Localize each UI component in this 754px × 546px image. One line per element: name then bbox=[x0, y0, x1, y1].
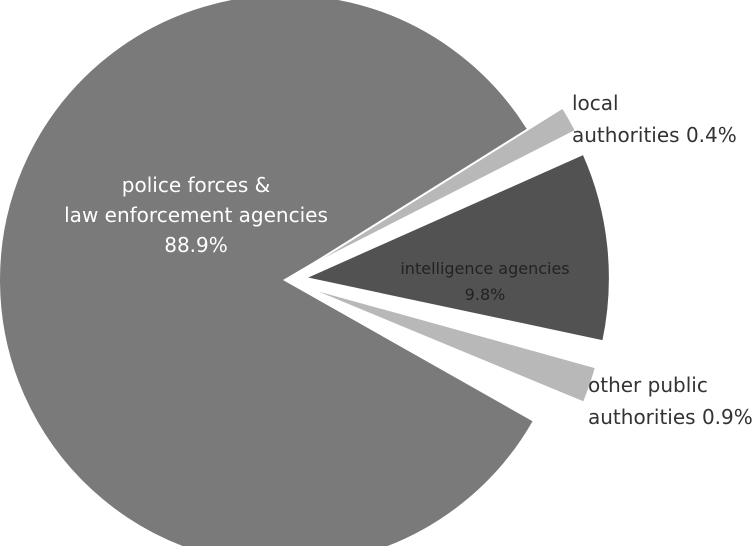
slice-label-line: police forces & bbox=[122, 173, 270, 197]
slice-label-line: authorities 0.4% bbox=[572, 123, 737, 147]
slice-label-local-authorities: local authorities 0.4% bbox=[572, 91, 737, 147]
slice-label-line: authorities 0.9% bbox=[588, 405, 753, 429]
slice-label-police-forces-law-enforcement-agencies: police forces & law enforcement agencies 8… bbox=[64, 173, 328, 257]
slice-label-line: intelligence agencies bbox=[400, 259, 569, 278]
pie-slice-police-forces-law-enforcement-agencies bbox=[0, 0, 536, 546]
slice-label-line: local bbox=[572, 91, 619, 115]
slice-label-line: law enforcement agencies bbox=[64, 203, 328, 227]
pie-slice-local-authorities bbox=[303, 106, 578, 271]
slice-label-line: 88.9% bbox=[164, 233, 228, 257]
slice-label-intelligence-agencies: intelligence agencies 9.8% bbox=[400, 259, 569, 304]
pie-slice-intelligence-agencies bbox=[301, 152, 611, 343]
pie-slice-other-public-authorities bbox=[301, 284, 598, 404]
slice-label-line: other public bbox=[588, 373, 708, 397]
slice-label-line: 9.8% bbox=[465, 285, 506, 304]
slice-label-other-public-authorities: other public authorities 0.9% bbox=[588, 373, 753, 429]
